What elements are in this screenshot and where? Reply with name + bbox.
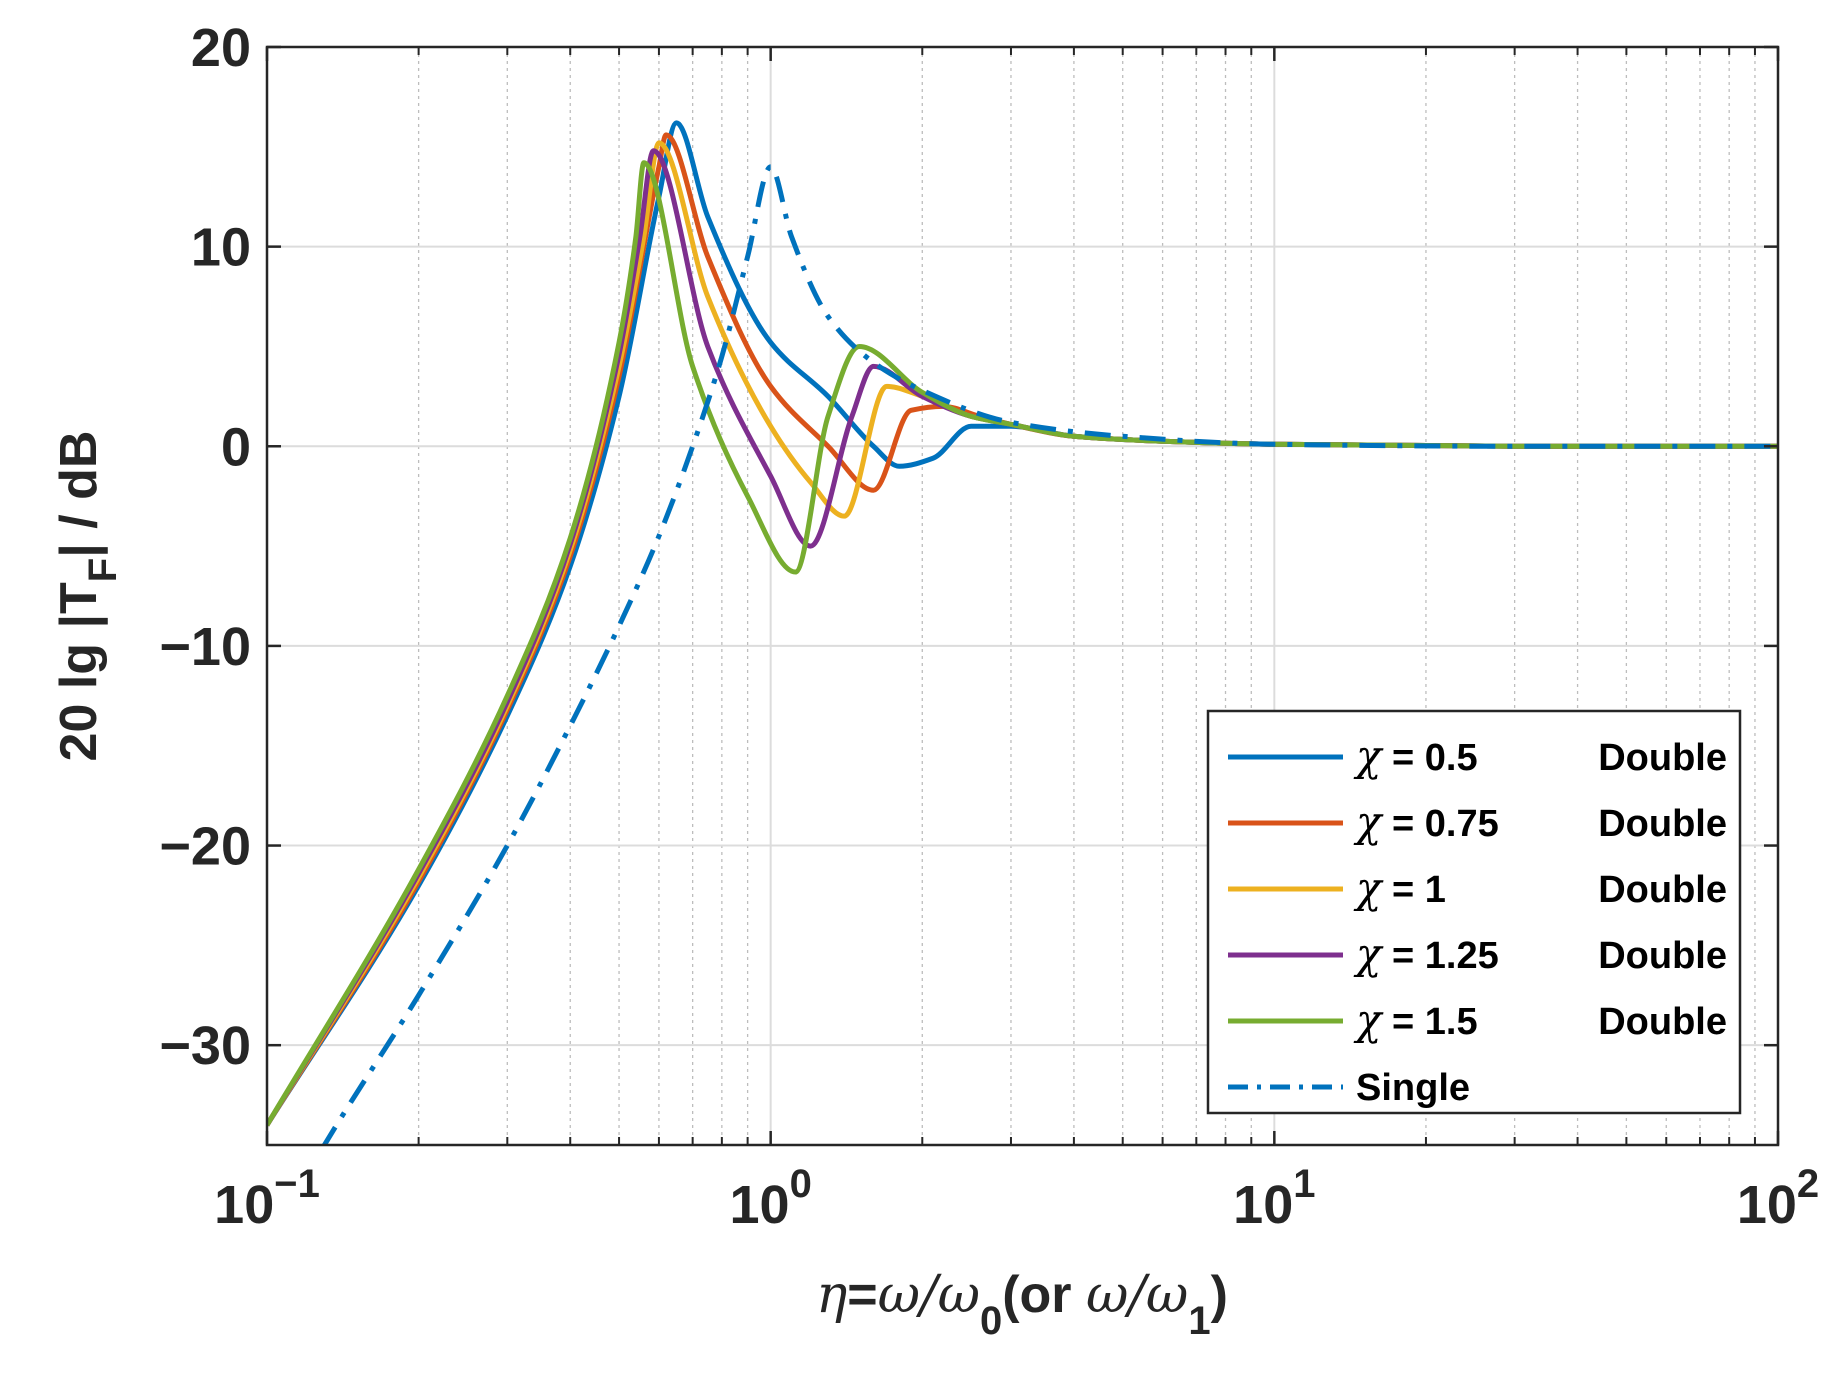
y-axis-label-sub: F: [81, 558, 125, 582]
x-axis-label-slash: /: [915, 1265, 942, 1325]
legend-label: χ = 0.75: [1353, 797, 1499, 846]
x-axis-label-omega0: ω: [938, 1265, 980, 1325]
legend-kind: Double: [1598, 1001, 1727, 1043]
x-axis-label-close: ): [1211, 1266, 1228, 1324]
x-axis-label-eq: =: [847, 1266, 877, 1324]
legend-kind: Double: [1598, 935, 1727, 977]
axes: [265, 45, 1780, 1147]
y-tick-label: −20: [159, 817, 251, 877]
x-axis-label-or: (or: [1002, 1266, 1086, 1324]
x-axis-label-omega1: ω: [1146, 1265, 1188, 1325]
y-axis-label-rest: | / dB: [50, 431, 108, 558]
x-axis-label-eta: η: [816, 1265, 847, 1325]
legend-label: χ = 1.25: [1353, 929, 1499, 978]
legend-label: χ = 1.5: [1353, 995, 1478, 1044]
legend-box: [1206, 709, 1742, 1115]
series-line-6-single: [321, 164, 1778, 1145]
x-axis-label: η=ω/ω0(or ω/ω1): [816, 1265, 1228, 1343]
legend-label: χ = 1: [1353, 863, 1446, 912]
plot-frame: [265, 45, 1780, 1147]
y-tick-label: 0: [221, 417, 251, 477]
series-group: [267, 120, 1778, 1145]
legend-kind: Double: [1598, 737, 1727, 779]
x-axis-label-sub1: 1: [1188, 1299, 1210, 1343]
legend-label: Single: [1356, 1067, 1470, 1109]
x-tick-labels: 10−1 100 101 102: [214, 1162, 1819, 1235]
x-axis-label-sub0: 0: [980, 1299, 1002, 1343]
x-tick-label: 102: [1737, 1162, 1819, 1235]
legend-kind: Double: [1598, 869, 1727, 911]
x-axis-label-omega-b: ω: [1086, 1265, 1128, 1325]
y-tick-label: 10: [191, 218, 251, 278]
legend-label: χ = 0.5: [1353, 731, 1478, 780]
y-tick-labels: 20 10 0 −10 −20 −30: [159, 18, 251, 1076]
y-tick-label: −30: [159, 1016, 251, 1076]
x-tick-label: 100: [730, 1162, 812, 1235]
legend-kind: Double: [1598, 803, 1727, 845]
y-axis-label-main: 20 lg |T: [50, 582, 108, 761]
y-axis-label: 20 lg |TF| / dB: [50, 431, 125, 762]
y-tick-label: −10: [159, 617, 251, 677]
y-tick-label: 20: [191, 18, 251, 78]
x-axis-label-slash-b: /: [1123, 1265, 1150, 1325]
x-tick-label: 101: [1233, 1162, 1315, 1235]
x-tick-label: 10−1: [214, 1162, 320, 1235]
legend: χ = 0.5 Double χ = 0.75 Double χ = 1 Double χ …: [1206, 709, 1742, 1115]
x-axis-label-omega: ω: [878, 1265, 920, 1325]
